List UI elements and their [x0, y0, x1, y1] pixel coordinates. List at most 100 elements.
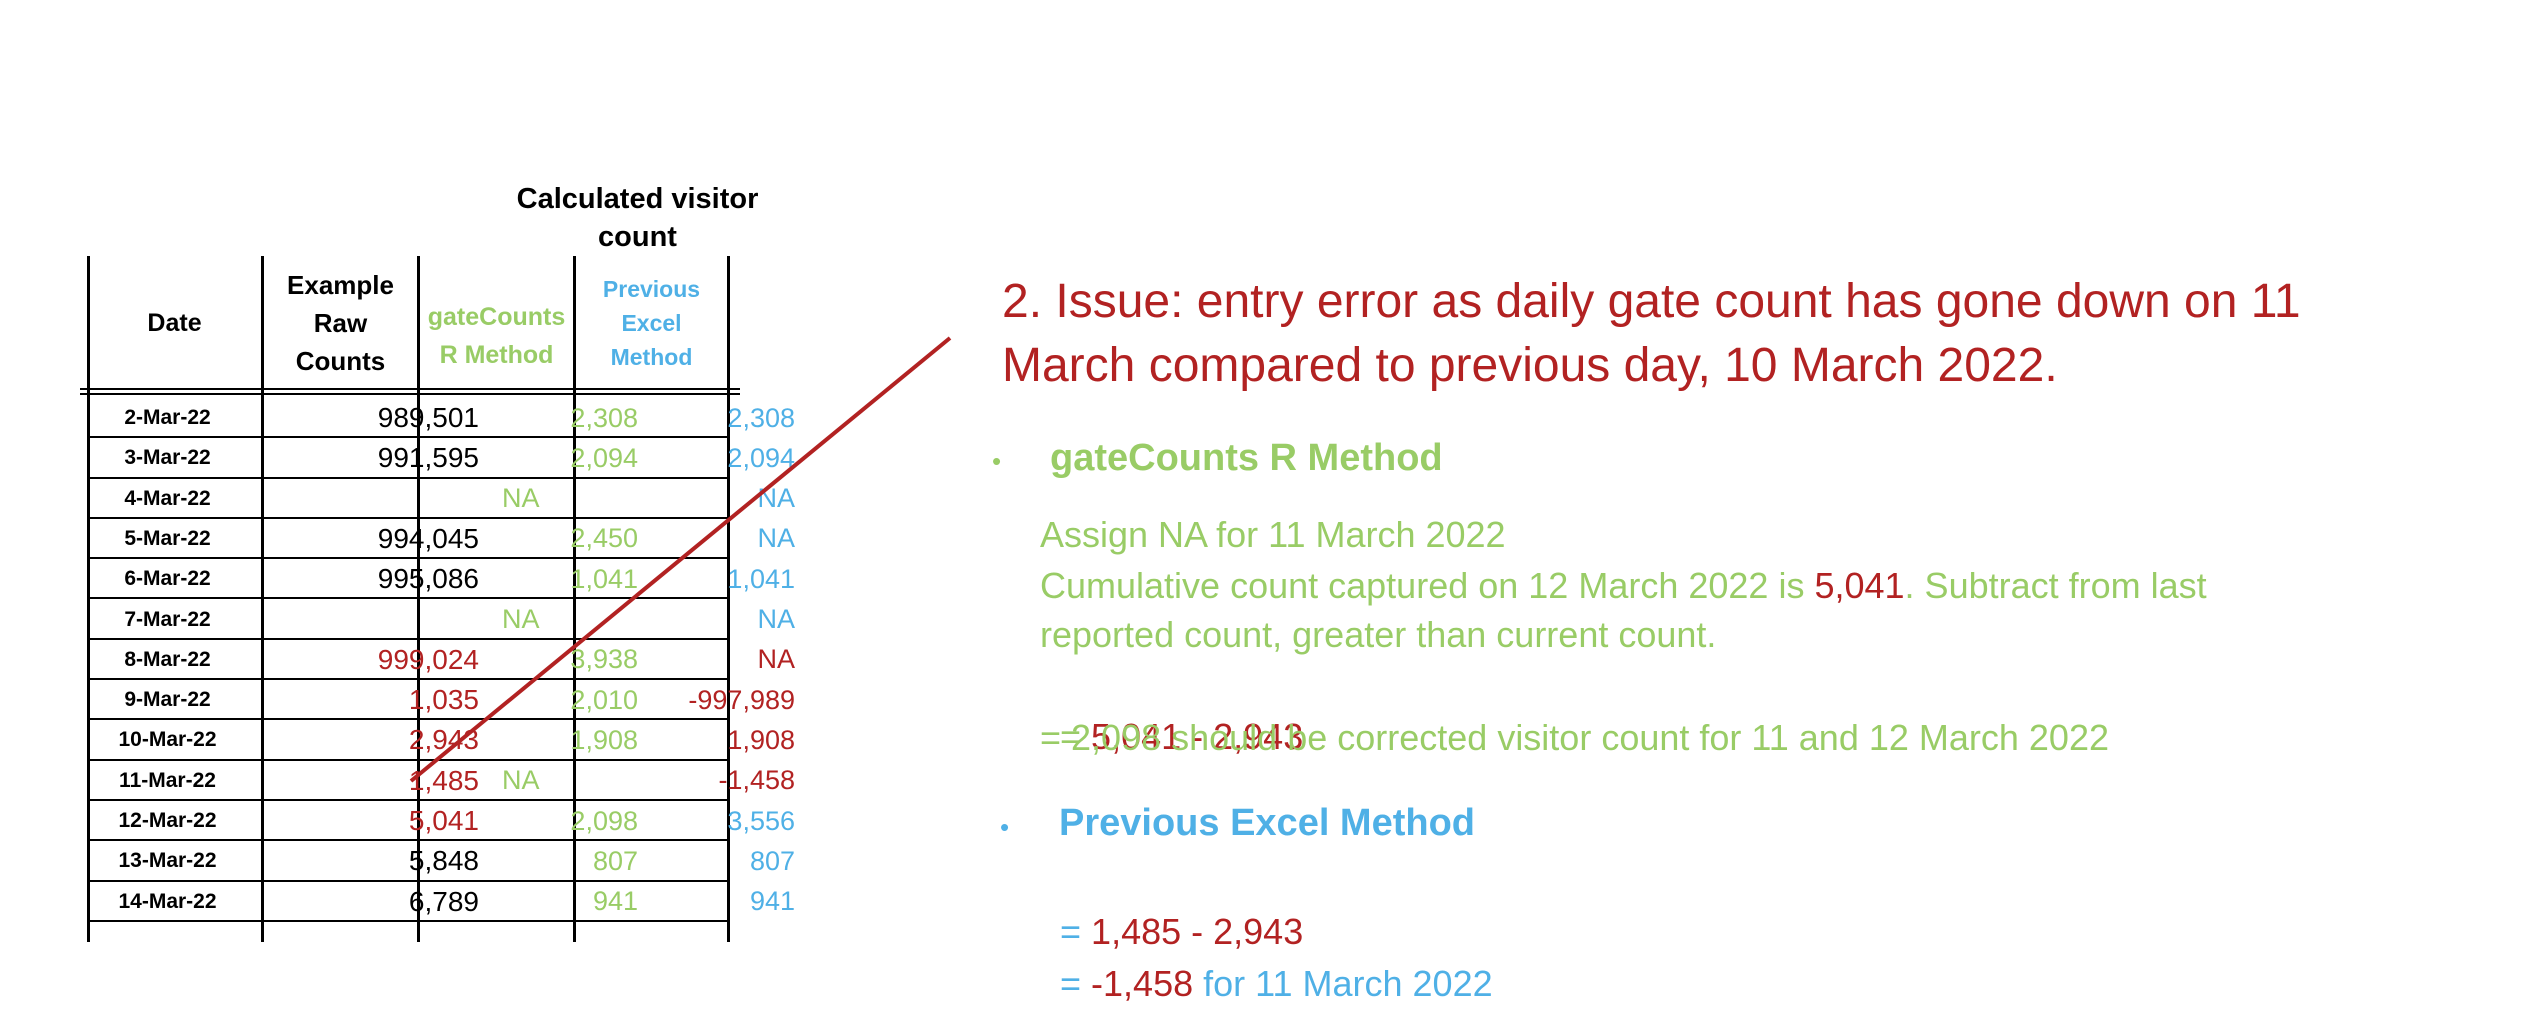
cell-r-method: 3,938: [570, 644, 638, 675]
r-method-line-4: = 5,041 - 2,943: [1040, 662, 1303, 762]
cell-excel-method: -997,989: [688, 684, 795, 715]
cell-r-method: NA: [502, 765, 540, 796]
row-divider: [87, 557, 730, 560]
header-divider: [80, 388, 740, 390]
table-row: 4-Mar-22 NA NA: [80, 479, 795, 519]
cell-r-method: 1,041: [570, 563, 638, 594]
cell-excel-method: 2,094: [727, 442, 795, 473]
row-divider: [87, 879, 730, 882]
row-divider: [87, 597, 730, 600]
r-method-line-2-value: 5,041: [1814, 565, 1905, 606]
header-raw-counts: Example Raw Counts: [287, 270, 394, 376]
cell-excel-method: 807: [749, 845, 795, 876]
row-divider: [87, 839, 730, 842]
r-method-line-3: reported count, greater than current cou…: [1040, 614, 1717, 655]
table-row: 14-Mar-22 6,789 941 941: [80, 882, 795, 922]
r-method-line-5: = 2,098 should be corrected visitor coun…: [1040, 717, 2109, 758]
header-date: Date: [147, 308, 202, 337]
table-row: 3-Mar-22 991,595 2,094 2,094: [80, 438, 795, 479]
cell-date: 13-Mar-22: [118, 849, 217, 873]
cell-excel-method: 2,308: [727, 402, 795, 433]
cell-date: 8-Mar-22: [124, 647, 211, 671]
table-row: 5-Mar-22 994,045 2,450 NA: [80, 519, 795, 560]
cell-raw-count: 994,045: [377, 522, 479, 554]
cell-r-method: 2,098: [570, 805, 638, 836]
cell-date: 11-Mar-22: [119, 768, 216, 792]
excel-method-line-1-value: 1,485 - 2,943: [1091, 911, 1304, 952]
bullet-r-method: •: [992, 446, 1002, 476]
table-row: 8-Mar-22 999,024 3,938 NA: [80, 640, 795, 681]
row-divider: [87, 436, 730, 439]
cell-excel-method: 3,556: [727, 805, 795, 836]
cell-date: 5-Mar-22: [124, 526, 211, 550]
cell-r-method: 2,308: [570, 402, 638, 433]
header-excel-method: Previous Excel Method: [602, 276, 701, 370]
cell-excel-method: NA: [757, 604, 795, 634]
table-row: 9-Mar-22 1,035 2,010 -997,989: [80, 680, 795, 721]
row-divider: [87, 718, 730, 721]
calculated-visitor-count-header: Calculated visitor count: [516, 183, 759, 253]
cell-r-method: 2,094: [570, 442, 638, 473]
header-r-method: gateCounts R Method: [427, 303, 566, 369]
cell-date: 7-Mar-22: [124, 607, 211, 631]
cell-excel-method: NA: [757, 523, 795, 554]
cell-date: 10-Mar-22: [118, 728, 217, 752]
cell-excel-method: -1,458: [718, 765, 795, 796]
cell-raw-count: 5,041: [408, 805, 479, 836]
r-method-heading: gateCounts R Method: [1050, 437, 1443, 479]
row-divider: [87, 476, 730, 479]
row-divider: [87, 919, 730, 922]
cell-raw-count: 995,086: [377, 563, 479, 595]
excel-method-line-1: = 1,485 - 2,943: [1040, 857, 1303, 957]
cell-r-method: 807: [592, 845, 638, 876]
cell-r-method: NA: [502, 604, 540, 634]
header-divider: [80, 393, 740, 395]
cell-r-method: NA: [502, 483, 540, 514]
excel-method-line-1-eq: =: [1060, 911, 1092, 952]
row-divider: [87, 516, 730, 519]
cell-excel-method: 941: [749, 886, 795, 917]
table-row: 12-Mar-22 5,041 2,098 3,556: [80, 801, 795, 842]
cell-date: 4-Mar-22: [124, 486, 211, 510]
cell-r-method: 941: [592, 886, 638, 917]
cell-raw-count: 999,024: [377, 643, 479, 675]
excel-method-line-2-eq: =: [1060, 963, 1092, 1004]
cell-excel-method: 1,041: [727, 563, 795, 594]
cell-date: 3-Mar-22: [124, 446, 211, 470]
cell-date: 6-Mar-22: [124, 567, 211, 591]
row-divider: [87, 678, 730, 681]
excel-method-line-2: = -1,458 for 11 March 2022: [1040, 909, 1493, 1009]
cell-date: 14-Mar-22: [118, 889, 217, 913]
r-method-line-1: Assign NA for 11 March 2022: [1040, 514, 1506, 555]
cell-date: 9-Mar-22: [124, 688, 211, 712]
table-row: 11-Mar-22 1,485 NA -1,458: [80, 761, 795, 801]
cell-raw-count: 989,501: [377, 402, 479, 433]
cell-raw-count: 2,943: [408, 724, 479, 756]
table-row: 6-Mar-22 995,086 1,041 1,041: [80, 559, 795, 600]
cell-r-method: 1,908: [570, 724, 638, 755]
cell-excel-method: NA: [757, 644, 795, 675]
cell-raw-count: 991,595: [377, 442, 479, 474]
bullet-excel-method: •: [1000, 812, 1010, 842]
excel-method-line-2-value: -1,458: [1091, 963, 1194, 1004]
cell-raw-count: 1,485: [408, 764, 479, 796]
r-method-line-2-tail: . Subtract from last: [1904, 565, 2207, 606]
cell-excel-method: 1,908: [727, 724, 795, 755]
r-method-line-4-value: 5,041 - 2,943: [1091, 716, 1304, 757]
table-row: 2-Mar-22 989,501 2,308 2,308: [80, 398, 795, 439]
row-divider: [87, 758, 730, 761]
r-method-line-2-text: Cumulative count captured on 12 March 20…: [1040, 565, 1815, 606]
cell-r-method: 2,010: [570, 684, 638, 715]
cell-date: 2-Mar-22: [124, 406, 211, 429]
excel-method-line-2-tail: for 11 March 2022: [1193, 963, 1493, 1004]
cell-r-method: 2,450: [570, 523, 638, 554]
cell-excel-method: NA: [757, 483, 795, 514]
table-row: 7-Mar-22 NA NA: [80, 600, 795, 640]
table-row: 10-Mar-22 2,943 1,908 1,908: [80, 720, 795, 761]
visitor-count-table: Calculated visitor count Date Example Ra…: [80, 172, 795, 942]
cell-raw-count: 1,035: [408, 684, 479, 716]
cell-date: 12-Mar-22: [118, 809, 217, 832]
excel-method-heading: Previous Excel Method: [1059, 802, 1476, 844]
r-method-line-4-eq: =: [1060, 716, 1092, 757]
